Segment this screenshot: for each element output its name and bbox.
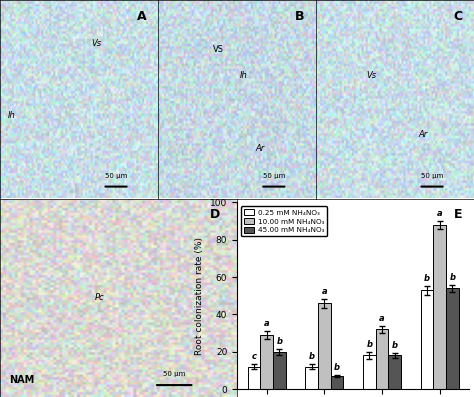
Text: b: b xyxy=(309,352,315,361)
Legend: 0.25 mM NH₄NO₃, 10.00 mM NH₄NO₃, 45.00 mM NH₄NO₃: 0.25 mM NH₄NO₃, 10.00 mM NH₄NO₃, 45.00 m… xyxy=(241,206,328,236)
Text: Ar: Ar xyxy=(255,145,265,153)
Text: 50 μm: 50 μm xyxy=(421,173,443,179)
Text: Ih: Ih xyxy=(240,71,248,80)
Bar xyxy=(388,355,401,389)
Bar xyxy=(305,367,318,389)
Text: Vs: Vs xyxy=(91,39,102,48)
Text: VS: VS xyxy=(213,45,224,54)
Bar xyxy=(318,303,331,389)
Text: C: C xyxy=(454,10,463,23)
Text: Ar: Ar xyxy=(419,131,428,139)
Text: A: A xyxy=(137,10,147,23)
Bar xyxy=(331,376,343,389)
Text: c: c xyxy=(251,352,256,361)
Bar xyxy=(273,352,286,389)
Bar xyxy=(420,290,433,389)
Bar xyxy=(433,225,446,389)
Text: 50 μm: 50 μm xyxy=(105,173,127,179)
Text: b: b xyxy=(424,274,430,283)
Y-axis label: Root colonization rate (%): Root colonization rate (%) xyxy=(195,237,204,355)
Text: D: D xyxy=(210,208,220,222)
Text: NAM: NAM xyxy=(9,375,35,385)
Text: b: b xyxy=(334,363,340,372)
Bar xyxy=(363,355,375,389)
Text: E: E xyxy=(454,208,462,221)
Text: a: a xyxy=(264,320,269,328)
Text: Vs: Vs xyxy=(366,71,376,80)
Text: b: b xyxy=(449,273,456,282)
Text: B: B xyxy=(295,10,305,23)
Bar xyxy=(260,335,273,389)
Text: 50 μm: 50 μm xyxy=(163,371,185,377)
Text: a: a xyxy=(379,314,385,323)
Bar xyxy=(375,330,388,389)
Text: b: b xyxy=(276,337,283,346)
Bar xyxy=(247,367,260,389)
Text: b: b xyxy=(392,341,398,350)
Text: a: a xyxy=(437,209,442,218)
Text: Pc: Pc xyxy=(95,293,104,302)
Bar xyxy=(446,288,459,389)
Text: b: b xyxy=(366,340,372,349)
Text: a: a xyxy=(321,287,327,296)
Text: 50 μm: 50 μm xyxy=(263,173,285,179)
Text: Ih: Ih xyxy=(8,111,16,119)
